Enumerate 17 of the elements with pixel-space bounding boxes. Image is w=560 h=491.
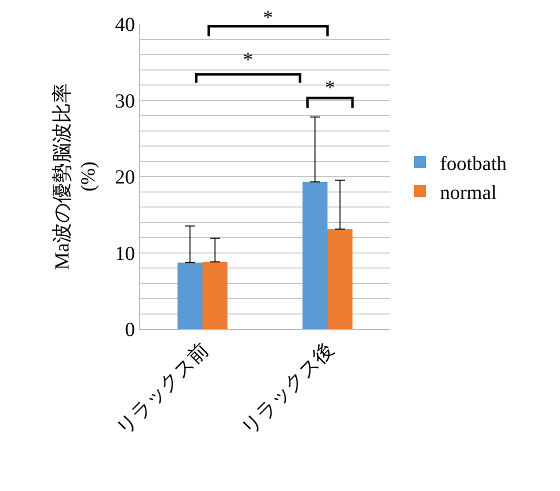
y-tick-label: 0 (125, 319, 135, 341)
bar (202, 262, 228, 329)
annotation: * (325, 77, 335, 99)
y-tick-label: 40 (115, 14, 135, 36)
y-tick-label: 10 (115, 242, 135, 265)
y-tick-label: 30 (115, 90, 135, 112)
y-axis-title: Ma波の優勢脳波比率 (%) (52, 83, 100, 270)
bar (328, 229, 352, 329)
x-tick-label: リラックス前 (112, 339, 214, 440)
annotation: * (263, 7, 273, 29)
annotation: * (243, 49, 253, 71)
legend-label: normal (440, 182, 498, 204)
y-tick-label: 20 (115, 166, 135, 188)
bar (302, 182, 328, 329)
legend-label: footbath (440, 152, 507, 175)
bar (178, 262, 202, 329)
x-tick-label: リラックス後 (238, 339, 338, 440)
